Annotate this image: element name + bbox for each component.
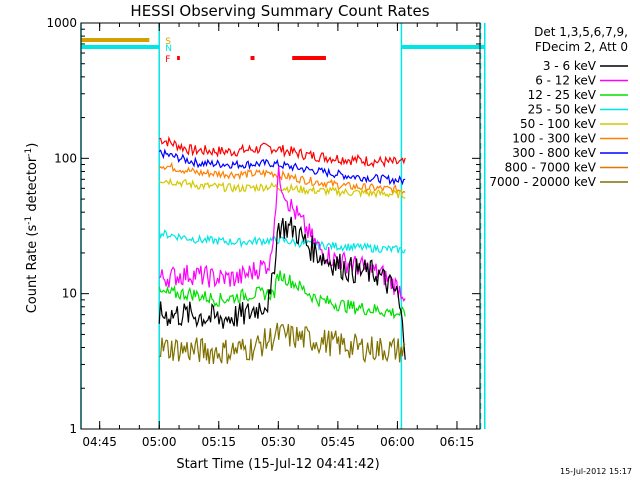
y-tick-label-3: 1000 [46, 16, 77, 30]
series-line-1 [158, 148, 406, 186]
legend-label-7: 800 - 7000 keV [505, 161, 597, 175]
chart-title: HESSI Observing Summary Count Rates [130, 2, 429, 20]
x-tick-label-6: 06:15 [440, 435, 475, 449]
x-tick-label-0: 04:45 [82, 435, 117, 449]
y-axis-label: Count Rate (s-1 detector-1) [24, 143, 40, 314]
y-axis-label-sup2: -1 [24, 148, 34, 157]
legend-label-4: 50 - 100 keV [520, 117, 597, 131]
legend-label-1: 6 - 12 keV [535, 74, 597, 88]
legend-label-0: 3 - 6 keV [543, 59, 597, 73]
series-line-4 [158, 229, 406, 254]
y-axis-label-part3: ) [25, 143, 40, 148]
legend: Det 1,3,5,6,7,9, FDecim 2, Att 0 3 - 6 k… [489, 25, 628, 189]
series-line-6 [158, 270, 406, 320]
series-line-2 [158, 161, 406, 196]
y-tick-label-0: 1 [69, 422, 77, 436]
y-axis-label-part1: Count Rate (s [25, 225, 40, 314]
flag-label-F: F [165, 55, 170, 65]
y-axis-label-sup1: -1 [24, 216, 34, 225]
y-axis-label-part2: detector [25, 156, 40, 216]
legend-label-2: 12 - 25 keV [528, 88, 597, 102]
legend-label-8: 7000 - 20000 keV [489, 175, 596, 189]
y-axis-ticks: 1 10 100 1000 [46, 16, 480, 436]
x-tick-label-2: 05:15 [201, 435, 236, 449]
flag-label-S: S [165, 37, 171, 47]
y-tick-label-1: 10 [62, 287, 77, 301]
y-tick-label-2: 100 [54, 151, 77, 165]
legend-label-5: 100 - 300 keV [512, 132, 596, 146]
series-line-7 [158, 216, 406, 360]
x-tick-label-1: 05:00 [142, 435, 177, 449]
x-axis-ticks: 04:45 05:00 05:15 05:30 05:45 06:00 06:15 [82, 23, 478, 449]
x-tick-label-4: 05:45 [321, 435, 356, 449]
plot-frame [80, 22, 481, 430]
x-axis-label: Start Time (15-Jul-12 04:41:42) [176, 457, 379, 472]
legend-header-line1: Det 1,3,5,6,7,9, [534, 25, 628, 39]
legend-header-line2: FDecim 2, Att 0 [535, 40, 628, 54]
legend-label-3: 25 - 50 keV [528, 103, 597, 117]
legend-label-6: 300 - 800 keV [512, 146, 596, 160]
flag-label-N: N [165, 44, 172, 54]
series-line-3 [158, 177, 406, 199]
series-line-0 [159, 135, 406, 169]
x-tick-label-3: 05:30 [261, 435, 296, 449]
series-line-8 [159, 322, 406, 365]
x-tick-label-5: 06:00 [380, 435, 415, 449]
plot-area: SNF [80, 23, 486, 429]
footer-date: 15-Jul-2012 15:17 [560, 467, 632, 476]
